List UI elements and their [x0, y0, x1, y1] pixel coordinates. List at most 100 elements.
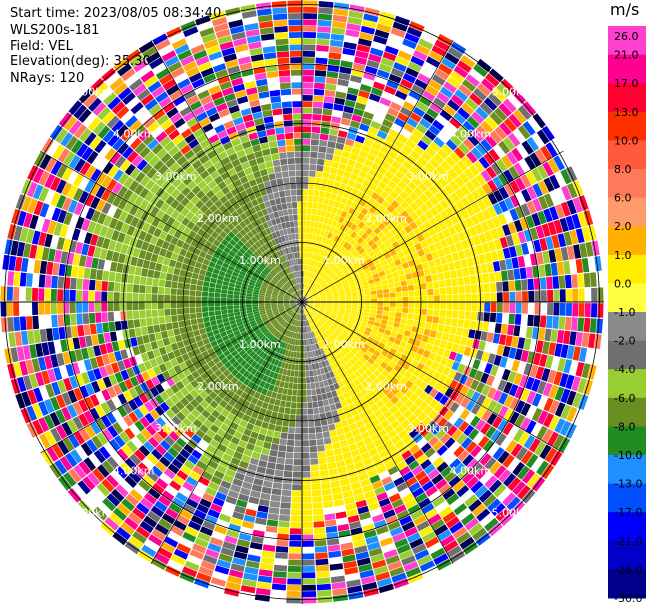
velocity-gate: [165, 206, 175, 216]
velocity-gate: [339, 299, 346, 302]
velocity-gate: [295, 258, 299, 265]
velocity-gate: [267, 134, 277, 142]
velocity-gate: [279, 249, 284, 256]
velocity-gate: [394, 281, 401, 288]
velocity-gate: [334, 505, 346, 513]
velocity-gate: [239, 221, 247, 229]
velocity-gate: [252, 212, 260, 221]
velocity-gate: [256, 156, 265, 165]
velocity-gate: [145, 293, 152, 302]
velocity-gate: [152, 62, 167, 75]
velocity-gate: [224, 272, 232, 279]
velocity-gate: [535, 225, 545, 239]
velocity-gate: [87, 117, 101, 131]
velocity-gate: [211, 118, 223, 128]
velocity-gate: [129, 120, 142, 133]
velocity-gate: [290, 297, 297, 300]
velocity-gate: [266, 265, 273, 271]
velocity-gate: [363, 13, 379, 23]
velocity-gate: [312, 234, 317, 241]
velocity-gate: [291, 296, 297, 300]
velocity-gate: [199, 170, 210, 180]
velocity-gate: [289, 50, 302, 57]
velocity-gate: [341, 150, 351, 159]
velocity-gate: [515, 205, 525, 219]
velocity-gate: [159, 272, 167, 280]
velocity-gate: [527, 278, 534, 291]
velocity-gate: [185, 325, 193, 333]
velocity-gate: [378, 213, 387, 222]
velocity-gate: [142, 134, 155, 146]
velocity-gate: [188, 259, 197, 267]
velocity-gate: [177, 78, 191, 89]
velocity-gate: [483, 152, 495, 166]
velocity-gate: [265, 276, 272, 282]
velocity-gate: [105, 72, 120, 87]
velocity-gate: [380, 57, 395, 67]
velocity-gate: [368, 168, 378, 177]
velocity-gate: [273, 224, 279, 232]
velocity-gate: [276, 51, 290, 58]
velocity-gate: [481, 183, 493, 195]
velocity-gate: [191, 78, 205, 89]
velocity-gate: [160, 380, 170, 391]
velocity-gate: [101, 302, 108, 312]
velocity-gate: [123, 176, 134, 189]
velocity-gate: [247, 238, 255, 246]
velocity-gate: [289, 540, 301, 547]
velocity-gate: [323, 102, 334, 110]
velocity-gate: [243, 226, 251, 234]
velocity-gate: [90, 234, 99, 246]
velocity-gate: [56, 353, 65, 366]
velocity-gate: [302, 132, 311, 139]
velocity-gate: [272, 437, 280, 445]
velocity-gate: [467, 134, 480, 147]
velocity-gate: [206, 149, 218, 160]
velocity-gate: [176, 302, 183, 309]
velocity-gate: [68, 350, 77, 363]
velocity-gate: [193, 175, 203, 185]
velocity-gate: [205, 128, 217, 139]
velocity-gate: [284, 407, 291, 415]
velocity-gate: [406, 279, 414, 286]
velocity-gate: [295, 277, 299, 284]
velocity-gate: [203, 73, 217, 84]
velocity-gate: [281, 235, 286, 243]
velocity-gate: [111, 362, 120, 374]
velocity-gate: [317, 589, 332, 597]
velocity-gate: [227, 167, 237, 177]
velocity-gate: [215, 349, 223, 357]
velocity-gate: [173, 349, 182, 358]
velocity-gate: [529, 152, 542, 167]
velocity-gate: [224, 162, 234, 171]
velocity-gate: [577, 273, 585, 288]
velocity-gate: [112, 421, 124, 435]
velocity-gate: [214, 288, 222, 294]
velocity-gate: [328, 423, 336, 431]
velocity-gate: [302, 69, 315, 76]
velocity-gate: [289, 273, 293, 279]
velocity-gate: [526, 136, 539, 152]
velocity-gate: [53, 222, 63, 236]
velocity-gate: [485, 116, 498, 130]
velocity-gate: [310, 464, 319, 472]
velocity-gate: [327, 269, 333, 276]
velocity-gate: [345, 297, 352, 300]
velocity-gate: [311, 489, 322, 497]
velocity-gate: [306, 271, 309, 278]
velocity-gate: [89, 407, 100, 421]
velocity-gate: [389, 101, 402, 112]
velocity-gate: [417, 248, 425, 257]
velocity-gate: [308, 298, 314, 301]
velocity-gate: [271, 305, 278, 309]
velocity-gate: [120, 283, 127, 293]
velocity-gate: [444, 217, 453, 228]
velocity-gate: [528, 290, 535, 302]
velocity-gate: [578, 288, 585, 302]
velocity-gate: [325, 83, 337, 91]
velocity-gate: [41, 342, 50, 356]
velocity-gate: [460, 208, 470, 220]
velocity-gate: [268, 314, 274, 319]
velocity-gate: [264, 320, 271, 326]
